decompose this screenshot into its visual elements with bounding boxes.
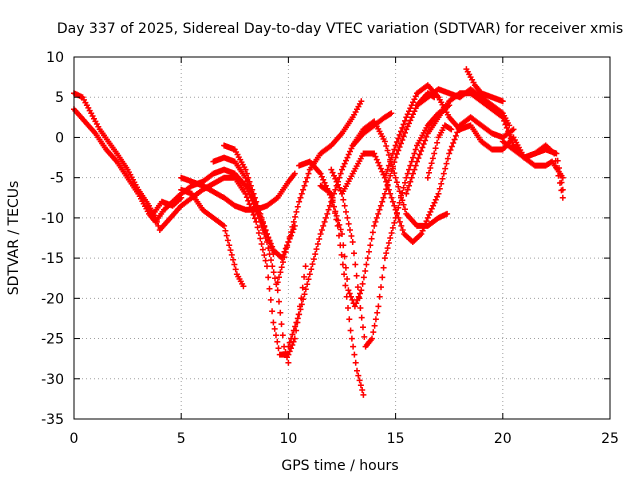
y-tick-label: 5 [55, 90, 64, 106]
x-tick-label: 20 [494, 431, 512, 447]
series-track-10 [317, 182, 367, 398]
series-track-13 [349, 118, 451, 229]
y-tick-label: -20 [41, 291, 64, 307]
chart-title: Day 337 of 2025, Sidereal Day-to-day VTE… [57, 21, 623, 37]
series-markers [424, 122, 455, 181]
series-track-16 [414, 86, 513, 129]
series-track-7 [274, 98, 365, 286]
series-track-11 [328, 102, 453, 350]
series-markers [499, 138, 566, 193]
series-track-9 [296, 90, 438, 310]
y-tick-label: 0 [55, 130, 64, 146]
plot-border [73, 56, 611, 420]
y-axis-label: SDTVAR / TECUs [6, 181, 22, 296]
series-markers [339, 114, 517, 245]
x-tick-label: 25 [601, 431, 619, 447]
series-track-12 [339, 114, 517, 245]
data-layer [71, 66, 566, 398]
series-markers [414, 86, 513, 129]
x-tick-label: 0 [70, 431, 79, 447]
y-tick-label: -15 [41, 251, 64, 267]
y-tick-label: -30 [41, 372, 64, 388]
series-track-18 [424, 122, 455, 181]
y-tick-label: -35 [41, 412, 64, 428]
series-track-2 [71, 90, 309, 358]
series-markers [221, 142, 277, 258]
series-markers [349, 118, 451, 229]
x-tick-label: 5 [177, 431, 186, 447]
series-markers [178, 186, 247, 290]
y-tick-label: -5 [50, 171, 64, 187]
series-track-17 [463, 66, 506, 105]
series-track-19 [499, 138, 566, 193]
x-axis-label: GPS time / hours [281, 458, 398, 474]
series-track-6 [221, 142, 277, 258]
x-tick-label: 10 [279, 431, 297, 447]
tick-layer: 0 5 10 15 20 25 10 5 0 -5 -10 -15 -20 -25 -30 -35 [41, 50, 619, 447]
series-track-3 [178, 186, 247, 290]
y-tick-label: -10 [41, 211, 64, 227]
series-markers [296, 90, 438, 310]
series-markers [328, 102, 453, 350]
x-tick-label: 15 [387, 431, 405, 447]
series-markers [143, 194, 185, 217]
series-markers [463, 66, 506, 105]
series-markers [317, 182, 367, 398]
grid-layer [74, 57, 610, 419]
y-tick-label: -25 [41, 332, 64, 348]
y-tick-label: 10 [46, 50, 64, 66]
series-markers [274, 98, 365, 286]
series-markers [71, 90, 309, 358]
series-track-20 [143, 194, 185, 217]
